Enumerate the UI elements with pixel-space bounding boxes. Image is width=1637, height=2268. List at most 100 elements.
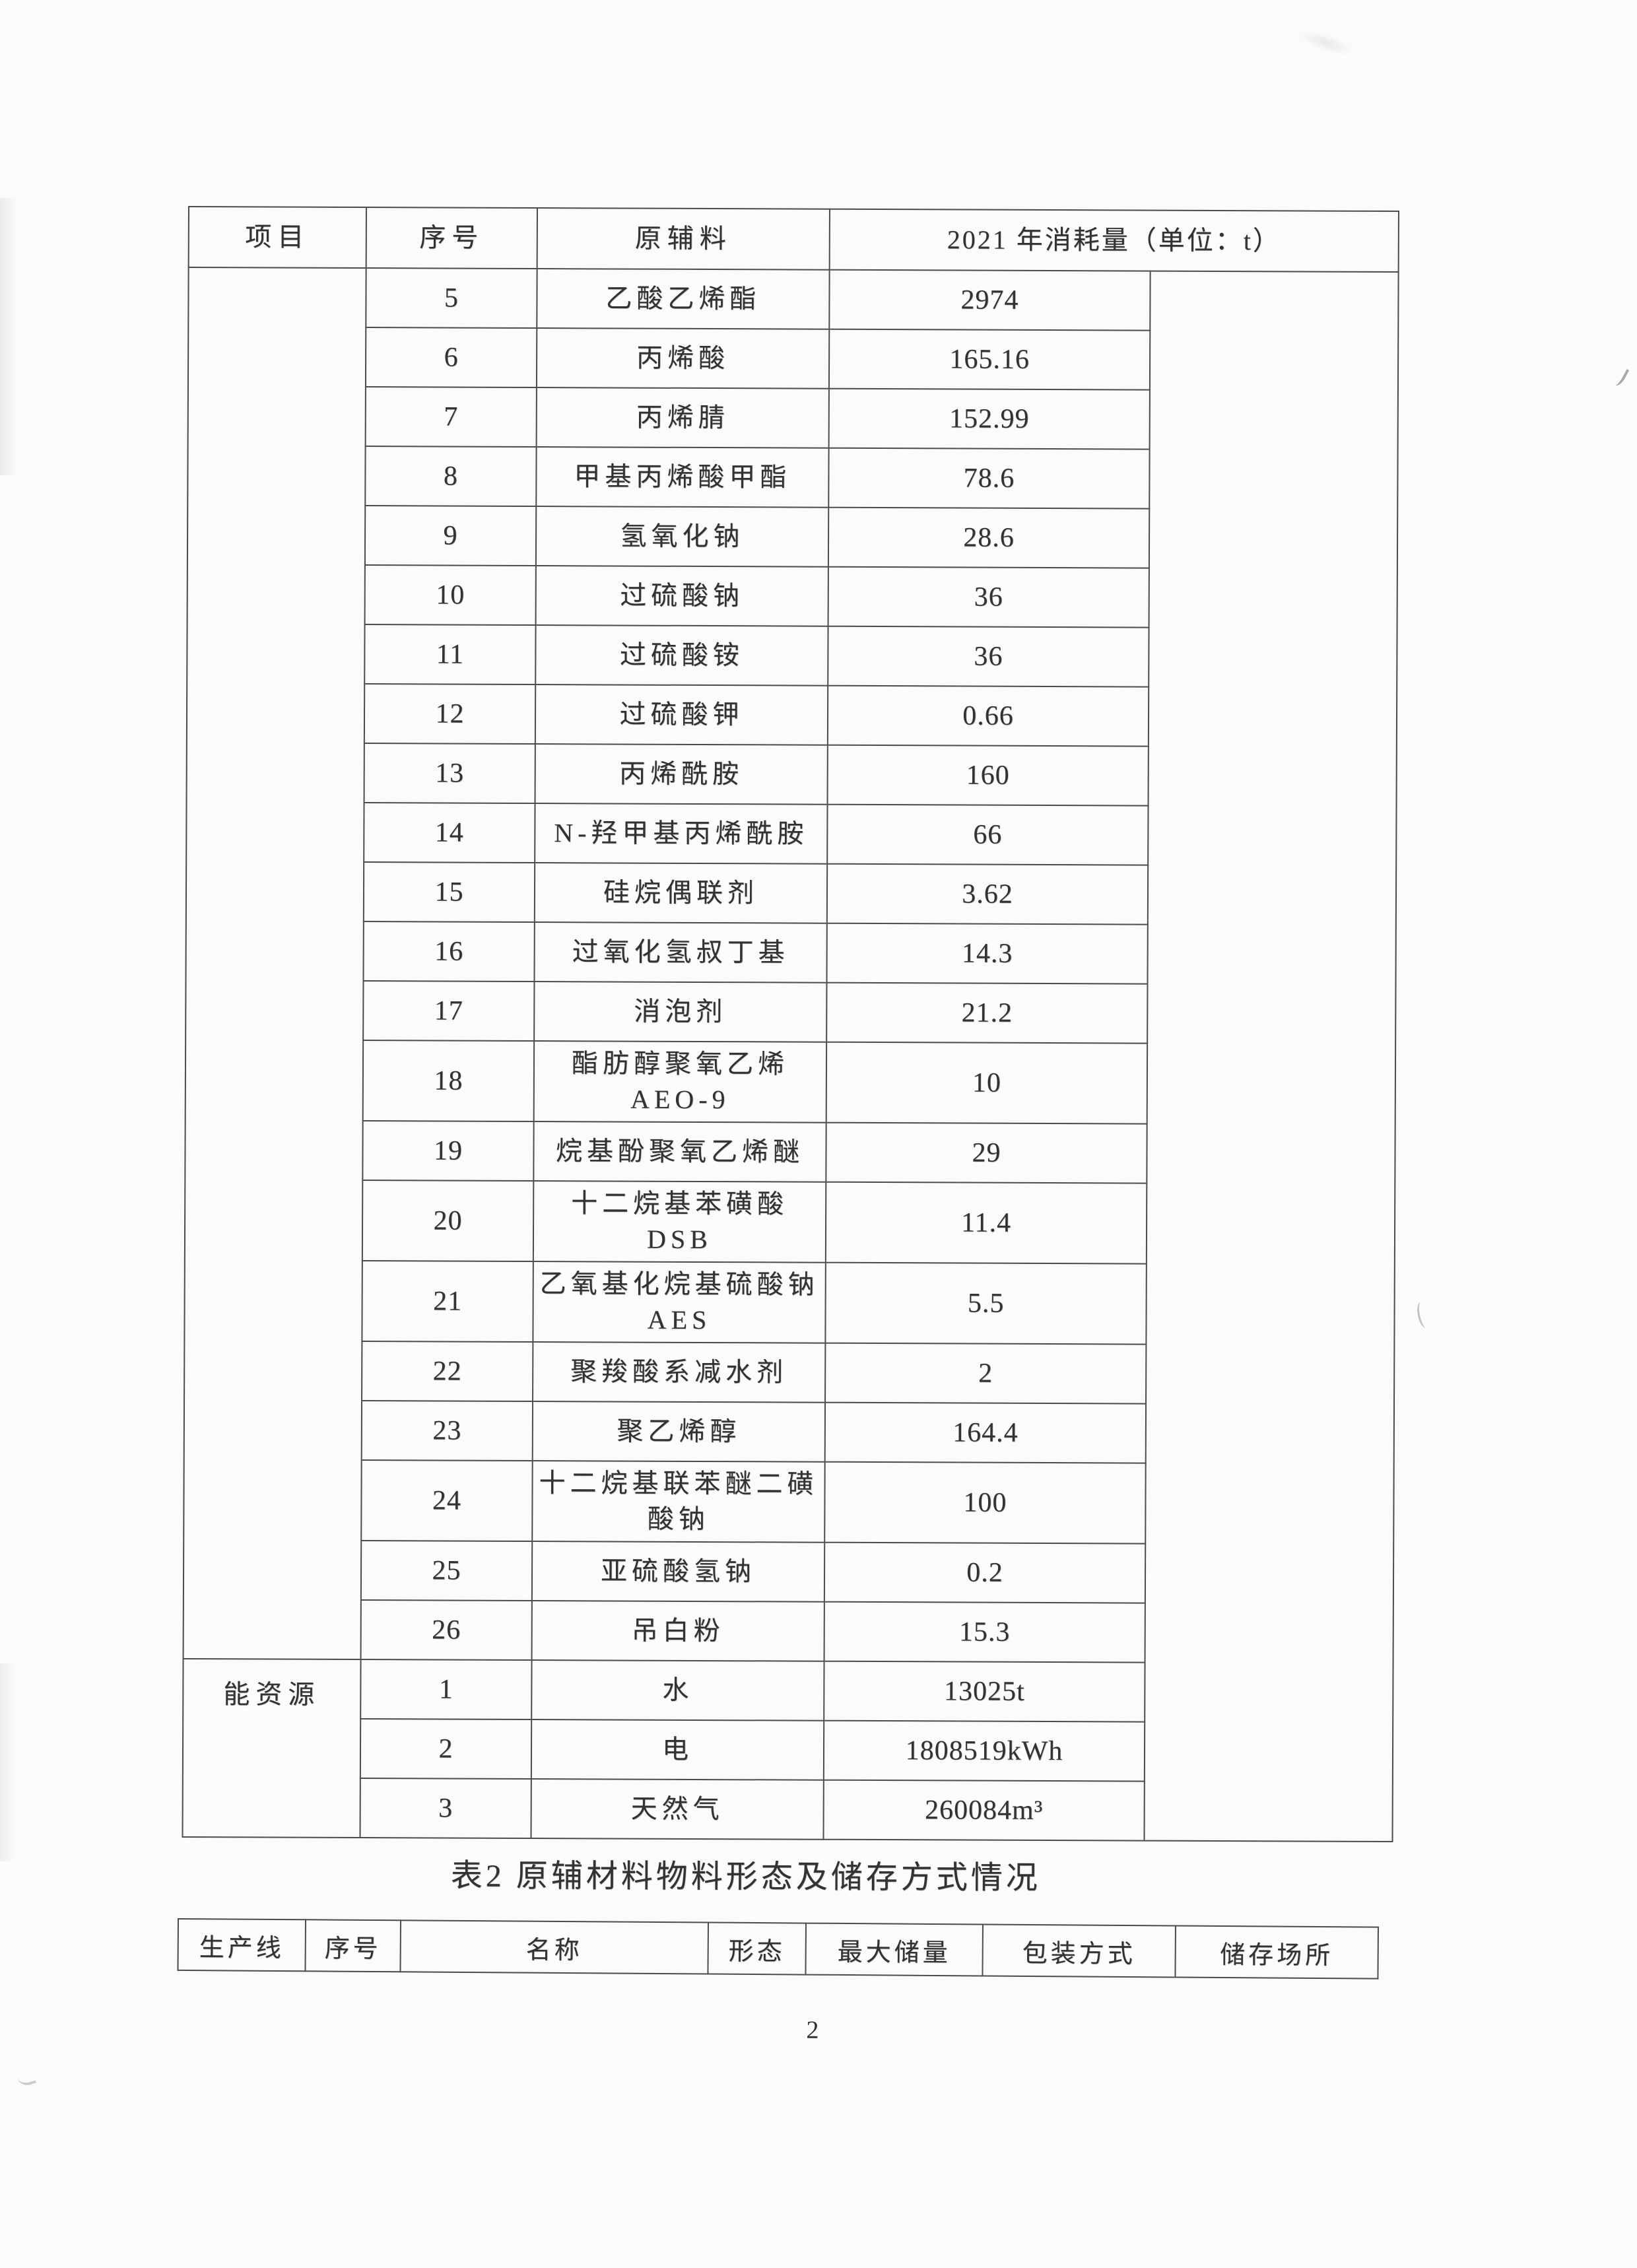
consumption-value: 5.5 [825,1262,1147,1345]
consumption-value: 10 [826,1042,1148,1124]
consumption-value: 78.6 [828,448,1150,509]
row-index: 20 [362,1180,534,1262]
storage-header-0: 生产线 [178,1918,306,1972]
row-index: 10 [364,565,536,626]
material-name: 乙氧基化烷基硫酸钠 AES [533,1261,826,1343]
consumption-value: 260084m³ [823,1780,1145,1841]
material-name: 过硫酸钾 [535,684,828,745]
consumption-value: 1808519kWh [823,1720,1145,1782]
row-index: 8 [365,446,537,507]
header-consumption: 2021 年消耗量（单位：t） [829,209,1399,273]
storage-header-2: 名称 [400,1920,709,1974]
consumption-value: 3.62 [826,863,1149,925]
row-index: 9 [364,506,537,566]
scan-artifact [15,2067,37,2088]
row-index: 7 [365,387,537,448]
table2-caption: 表2 原辅材料物料形态及储存方式情况 [450,1858,1041,1896]
consumption-value: 160 [827,745,1149,806]
consumption-value: 164.4 [824,1402,1147,1463]
row-index: 15 [363,862,535,923]
material-name: 丙烯酸 [536,328,830,389]
consumption-value: 21.2 [826,982,1148,1044]
row-index: 17 [363,981,535,1042]
row-index: 26 [360,1600,532,1661]
row-index: 18 [362,1040,535,1122]
material-name: 十二烷基苯磺酸 DSB [533,1181,826,1263]
header-material: 原辅料 [537,208,830,270]
storage-table-header-row: 生产线 序号 名称 形态 最大储量 包装方式 储存场所 [178,1918,1378,1979]
scan-artifact [1415,1300,1432,1329]
material-name: 过硫酸钠 [535,566,828,626]
material-name: 消泡剂 [534,982,827,1042]
consumption-value: 100 [824,1461,1146,1544]
consumption-value: 0.66 [827,685,1149,747]
document-content: 项目 序号 原辅料 2021 年消耗量（单位：t） 5 乙酸乙烯酯 2974 6 丙烯酸… [178,206,1403,2047]
row-index: 25 [360,1541,533,1601]
storage-header-3: 形态 [708,1922,807,1975]
material-name: 水 [531,1660,824,1721]
consumption-value: 165.16 [828,329,1151,390]
header-item: 项目 [188,207,366,269]
consumption-table-header-row: 项目 序号 原辅料 2021 年消耗量（单位：t） [188,207,1399,273]
row-index: 23 [361,1401,533,1461]
right-empty-cell [1144,271,1399,1842]
scan-artifact [0,1663,15,1861]
consumption-value: 2974 [829,269,1151,331]
row-index: 2 [360,1719,532,1780]
row-index: 12 [364,684,536,745]
row-index: 6 [365,327,537,388]
material-name: 电 [531,1719,824,1780]
material-name: 天然气 [531,1779,824,1840]
material-name: 硅烷偶联剂 [534,863,828,923]
consumption-value: 36 [828,566,1149,628]
consumption-value: 0.2 [824,1542,1146,1603]
storage-table: 生产线 序号 名称 形态 最大储量 包装方式 储存场所 [177,1918,1379,1980]
storage-header-1: 序号 [305,1919,401,1972]
consumption-value: 13025t [824,1661,1145,1722]
item-cell-energy: 能资源 [182,1658,361,1838]
storage-header-4: 最大储量 [805,1923,984,1976]
consumption-value: 28.6 [828,507,1150,568]
row-index: 19 [362,1121,534,1182]
consumption-value: 36 [828,626,1149,687]
row-index: 1 [360,1659,532,1720]
material-name: N-羟甲基丙烯酰胺 [535,803,828,864]
material-name: 烷基酚聚氧乙烯醚 [533,1121,826,1182]
row-index: 11 [364,624,536,685]
material-name: 吊白粉 [531,1601,824,1661]
scan-artifact [0,198,17,475]
storage-table-wrapper: 生产线 序号 名称 形态 最大储量 包装方式 储存场所 [178,1918,1396,1980]
material-name: 氢氧化钠 [535,506,829,567]
page-number: 2 [806,2016,819,2044]
row-index: 21 [362,1261,533,1343]
consumption-table-body: 5 乙酸乙烯酯 2974 6 丙烯酸 165.16 7 丙烯腈 152.99 8 甲基丙烯酸甲酯 78… [182,267,1399,1842]
material-name: 聚羧酸系减水剂 [533,1342,826,1403]
storage-header-5: 包装方式 [982,1924,1176,1978]
consumption-table: 项目 序号 原辅料 2021 年消耗量（单位：t） 5 乙酸乙烯酯 2974 6 丙烯酸… [182,206,1399,1842]
raw-material-row: 5 乙酸乙烯酯 2974 [183,267,1399,1842]
material-name: 亚硫酸氢钠 [531,1541,825,1602]
scan-artifact [1611,366,1630,388]
consumption-value: 11.4 [825,1182,1147,1264]
row-index: 24 [361,1460,533,1542]
material-name: 丙烯酰胺 [535,744,828,805]
row-index: 3 [360,1778,531,1839]
consumption-value: 2 [825,1343,1147,1404]
item-cell-raw-materials [183,267,366,1660]
row-index: 14 [364,803,535,863]
row-index: 13 [364,743,535,804]
scan-artifact [1295,25,1357,61]
row-index: 16 [363,921,535,982]
material-name: 过硫酸铵 [535,625,828,686]
material-name: 酯肪醇聚氧乙烯 AEO-9 [533,1041,827,1123]
material-name: 聚乙烯醇 [532,1401,826,1462]
consumption-value: 29 [826,1122,1147,1184]
row-index: 22 [362,1341,533,1402]
storage-header-6: 储存场所 [1175,1925,1378,1979]
header-index: 序号 [366,207,537,269]
consumption-value: 14.3 [826,923,1148,984]
material-name: 过氧化氢叔丁基 [534,922,827,983]
consumption-value: 15.3 [824,1601,1145,1663]
consumption-value: 152.99 [828,388,1150,450]
